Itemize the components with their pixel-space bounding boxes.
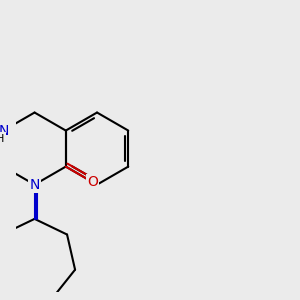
Text: N: N <box>29 178 40 192</box>
Text: H: H <box>0 134 5 143</box>
Text: N: N <box>0 124 8 138</box>
Text: O: O <box>87 175 98 189</box>
